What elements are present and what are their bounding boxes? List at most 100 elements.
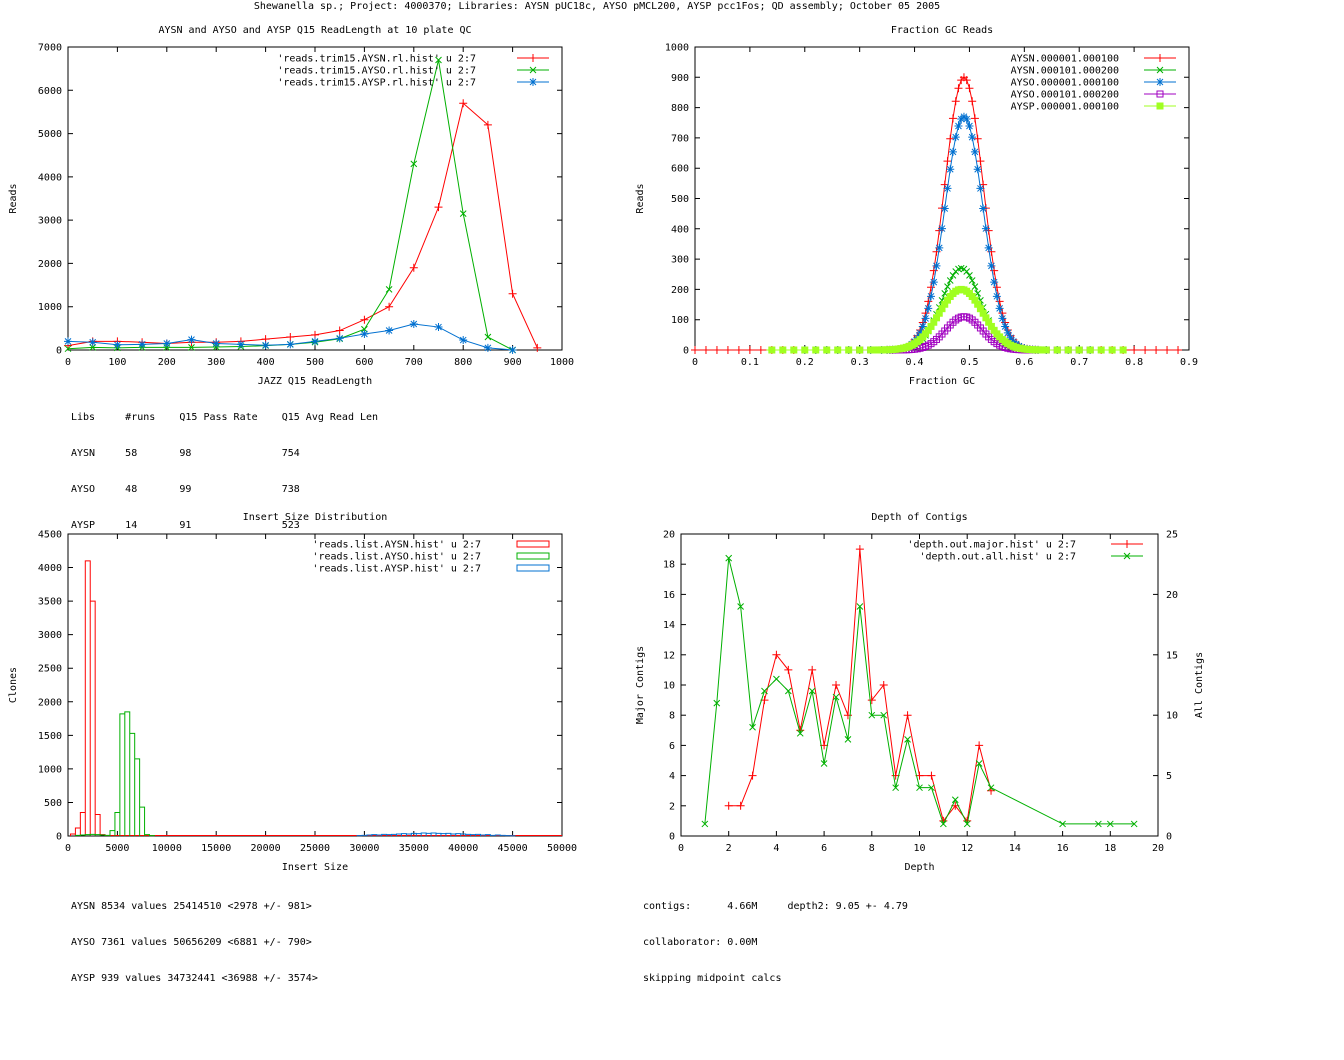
- data-point: [187, 335, 196, 344]
- data-point: [434, 323, 443, 332]
- series: [724, 545, 996, 825]
- x-tick-label: 700: [405, 357, 423, 368]
- x-tick-label: 15000: [201, 843, 231, 854]
- data-point: [930, 318, 938, 326]
- data-point: [963, 268, 971, 275]
- page-title: Shewanella sp.; Project: 4000370; Librar…: [254, 1, 940, 12]
- data-point: [985, 318, 993, 326]
- data-point: [88, 338, 97, 347]
- x-tick-label: 400: [257, 357, 275, 368]
- data-point: [113, 340, 122, 349]
- data-point: [935, 309, 943, 317]
- data-point: [64, 345, 72, 353]
- data-point: [971, 283, 979, 290]
- data-point: [409, 263, 418, 272]
- data-point: [844, 736, 852, 743]
- legend-sample: [516, 540, 550, 548]
- y-tick-label: 6: [669, 741, 675, 752]
- series-line: [804, 116, 1091, 351]
- data-point: [918, 322, 927, 331]
- data-point: [932, 261, 941, 270]
- data-point: [1156, 54, 1164, 62]
- y-tick-label: 600: [671, 164, 689, 175]
- x-tick-label: 6: [821, 843, 827, 854]
- data-point: [1163, 346, 1172, 354]
- data-point: [929, 278, 938, 287]
- y-tick-label: 0: [683, 346, 689, 357]
- data-point: [927, 322, 935, 330]
- y-tick-label: 2: [669, 801, 675, 812]
- data-point: [1119, 346, 1127, 354]
- series: [64, 99, 542, 352]
- legend-label: 'depth.out.major.hist' u 2:7: [907, 540, 1076, 551]
- data-point: [1108, 346, 1116, 354]
- data-point: [868, 711, 876, 719]
- readlength-table-row: AYSO 48 99 738: [71, 484, 300, 495]
- data-point: [963, 820, 971, 828]
- series-line: [695, 76, 1179, 351]
- data-point: [162, 339, 171, 348]
- series: [766, 285, 1127, 354]
- data-point: [965, 84, 974, 93]
- series-line: [704, 558, 1135, 826]
- data-point: [981, 224, 990, 233]
- data-point: [946, 277, 954, 284]
- data-point: [948, 147, 957, 156]
- y-tick-label: 3000: [38, 630, 62, 641]
- series-line: [804, 267, 1107, 351]
- y-tick-label: 2000: [38, 259, 62, 270]
- fraction-gc-chart: 0 0.1 0.2 0.3 0.4 0.5 0.6 0.7 0.8 0.9 0 100 200 300 40…: [635, 25, 1198, 387]
- data-point: [236, 340, 245, 349]
- y2-tick-label: 5: [1166, 771, 1172, 782]
- data-point: [1174, 346, 1183, 354]
- x-tick-label: 10: [913, 843, 925, 854]
- data-point: [951, 796, 959, 804]
- data-point: [976, 305, 984, 313]
- data-point: [808, 665, 817, 674]
- data-point: [385, 286, 393, 293]
- y2-tick-label: 10: [1166, 711, 1178, 722]
- data-point: [483, 120, 492, 129]
- readlength-table-row: AYSP 14 91 523: [71, 520, 300, 531]
- data-point: [385, 326, 394, 335]
- data-point: [879, 681, 888, 689]
- data-point: [796, 729, 804, 737]
- data-point: [948, 114, 957, 123]
- data-point: [773, 675, 780, 683]
- data-point: [943, 184, 952, 193]
- legend-label: 'depth.out.all.hist' u 2:7: [919, 552, 1076, 563]
- data-point: [459, 99, 468, 108]
- data-point: [1156, 66, 1164, 74]
- series: [64, 320, 517, 354]
- series-line: [67, 59, 513, 351]
- y-axis-label: Reads: [635, 183, 646, 213]
- depth-of-contigs-chart: 0 2 4 6 8 10 12 14 16 18 2002468101214161820051015…: [635, 512, 1205, 873]
- legend-label: AYSP.000001.000100: [1011, 102, 1119, 113]
- data-point: [529, 78, 537, 86]
- data-point: [89, 344, 97, 351]
- data-point: [1001, 322, 1010, 331]
- data-point: [927, 292, 936, 301]
- data-point: [880, 711, 888, 719]
- data-point: [1086, 346, 1094, 354]
- data-point: [508, 346, 517, 354]
- data-point: [1042, 346, 1050, 354]
- insert-stats: AYSN 8534 values 25414510 <2978 +/- 981>…: [71, 877, 318, 997]
- legend-label: 'reads.trim15.AYSO.rl.hist' u 2:7: [277, 66, 476, 77]
- data-point: [808, 687, 816, 695]
- data-point: [748, 771, 757, 780]
- data-point: [1075, 346, 1083, 354]
- data-point: [832, 693, 840, 701]
- x-tick-label: 200: [158, 357, 176, 368]
- data-point: [1053, 346, 1061, 354]
- data-point: [790, 346, 798, 354]
- data-point: [845, 346, 853, 354]
- x-axis-label: JAZZ Q15 ReadLength: [258, 376, 372, 387]
- y-tick-label: 3500: [38, 597, 62, 608]
- data-point: [801, 346, 809, 354]
- insert-size-chart: 0 5000 10000 15000 20000 25000 30000 35000 40000…: [8, 512, 577, 873]
- y-tick-label: 4500: [38, 530, 62, 541]
- histogram-bars: [356, 832, 516, 837]
- data-point: [484, 333, 492, 341]
